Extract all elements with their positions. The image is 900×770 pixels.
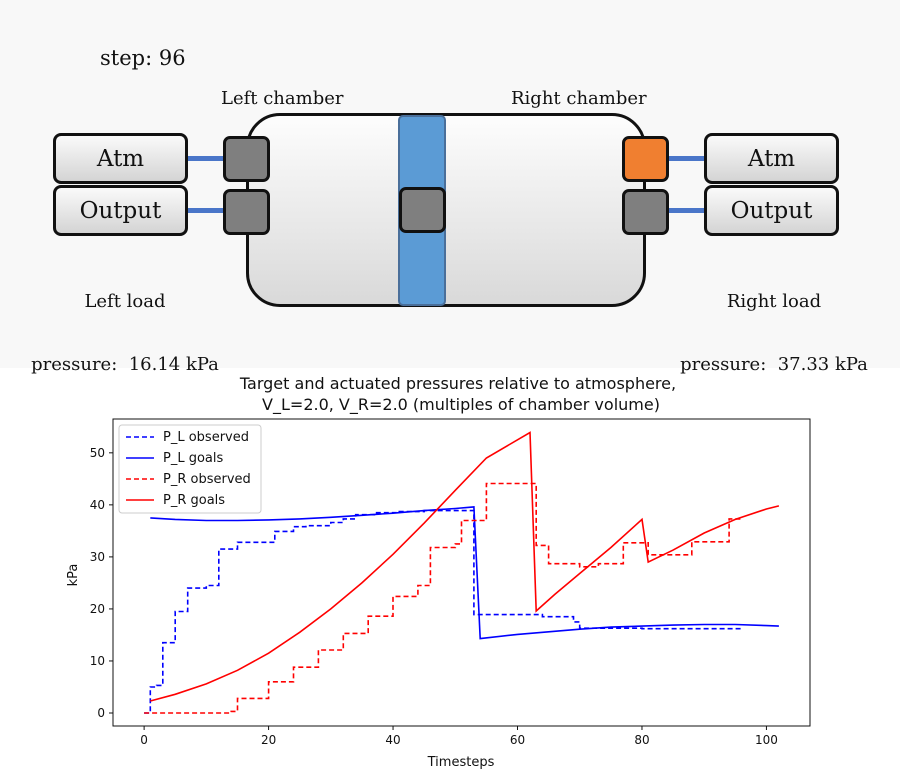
- piston-valve: [399, 187, 446, 233]
- y-axis: 0 10 20 30 40 50: [90, 446, 113, 720]
- legend-label: P_L goals: [163, 451, 223, 466]
- right-output-pipe: [668, 208, 705, 213]
- x-tick-label: 100: [755, 733, 778, 747]
- y-tick-label: 40: [90, 498, 105, 512]
- legend: P_L observed P_L goals P_R observed P_R goa…: [118, 424, 262, 514]
- y-tick-label: 10: [90, 654, 105, 668]
- x-tick-label: 20: [261, 733, 276, 747]
- legend-box: [118, 424, 262, 514]
- left-atm-port: Atm: [53, 133, 188, 184]
- legend-label: P_R observed: [163, 472, 251, 487]
- right-load-label: Right load: [726, 291, 822, 312]
- series-line-p-r-observed: [144, 482, 742, 714]
- y-tick-label: 30: [90, 550, 105, 564]
- x-axis-label: Timesteps: [427, 755, 495, 770]
- y-tick-label: 0: [97, 706, 105, 720]
- left-output-port: Output: [53, 185, 188, 236]
- x-tick-label: 40: [385, 733, 400, 747]
- pressure-chart: Target and actuated pressures relative t…: [66, 374, 811, 770]
- y-axis-label: kPa: [66, 564, 81, 587]
- x-tick-label: 0: [140, 733, 148, 747]
- y-tick-label: 20: [90, 602, 105, 616]
- right-load-readout: Right load pressure: 37.33 kPa: [656, 249, 892, 417]
- series-line-p-l-goals: [150, 506, 779, 640]
- left-atm-valve: [223, 136, 270, 182]
- simulation-panel: step: 96 Left chamber Right chamber Atm …: [0, 0, 900, 375]
- left-load-readout: Left load pressure: 16.14 kPa: [10, 249, 240, 417]
- right-atm-pipe: [668, 156, 705, 161]
- x-tick-label: 80: [634, 733, 649, 747]
- x-tick-label: 60: [510, 733, 525, 747]
- series-line-p-r-goals: [150, 431, 780, 702]
- left-output-valve: [223, 189, 270, 235]
- right-output-valve: [622, 189, 669, 235]
- series-layer: [144, 431, 780, 714]
- y-tick-label: 50: [90, 446, 105, 460]
- chamber-body: [246, 113, 646, 307]
- left-load-value: pressure: 16.14 kPa: [31, 354, 219, 375]
- legend-label: P_R goals: [163, 493, 225, 508]
- series-line-p-l-observed: [144, 509, 742, 714]
- left-load-label: Left load: [84, 291, 166, 312]
- x-axis: 0 20 40 60 80 100: [140, 726, 778, 747]
- right-output-port: Output: [704, 185, 839, 236]
- chart-title: Target and actuated pressures relative t…: [239, 374, 676, 393]
- right-atm-port: Atm: [704, 133, 839, 184]
- step-counter: step: 96: [100, 46, 186, 70]
- right-chamber-title: Right chamber: [511, 88, 647, 109]
- left-chamber-title: Left chamber: [221, 88, 344, 109]
- legend-label: P_L observed: [163, 430, 249, 445]
- right-load-value: pressure: 37.33 kPa: [680, 354, 868, 375]
- left-atm-pipe: [188, 156, 224, 161]
- chart-subtitle: V_L=2.0, V_R=2.0 (multiples of chamber v…: [262, 395, 660, 415]
- left-output-pipe: [188, 208, 224, 213]
- right-atm-valve: [622, 136, 669, 182]
